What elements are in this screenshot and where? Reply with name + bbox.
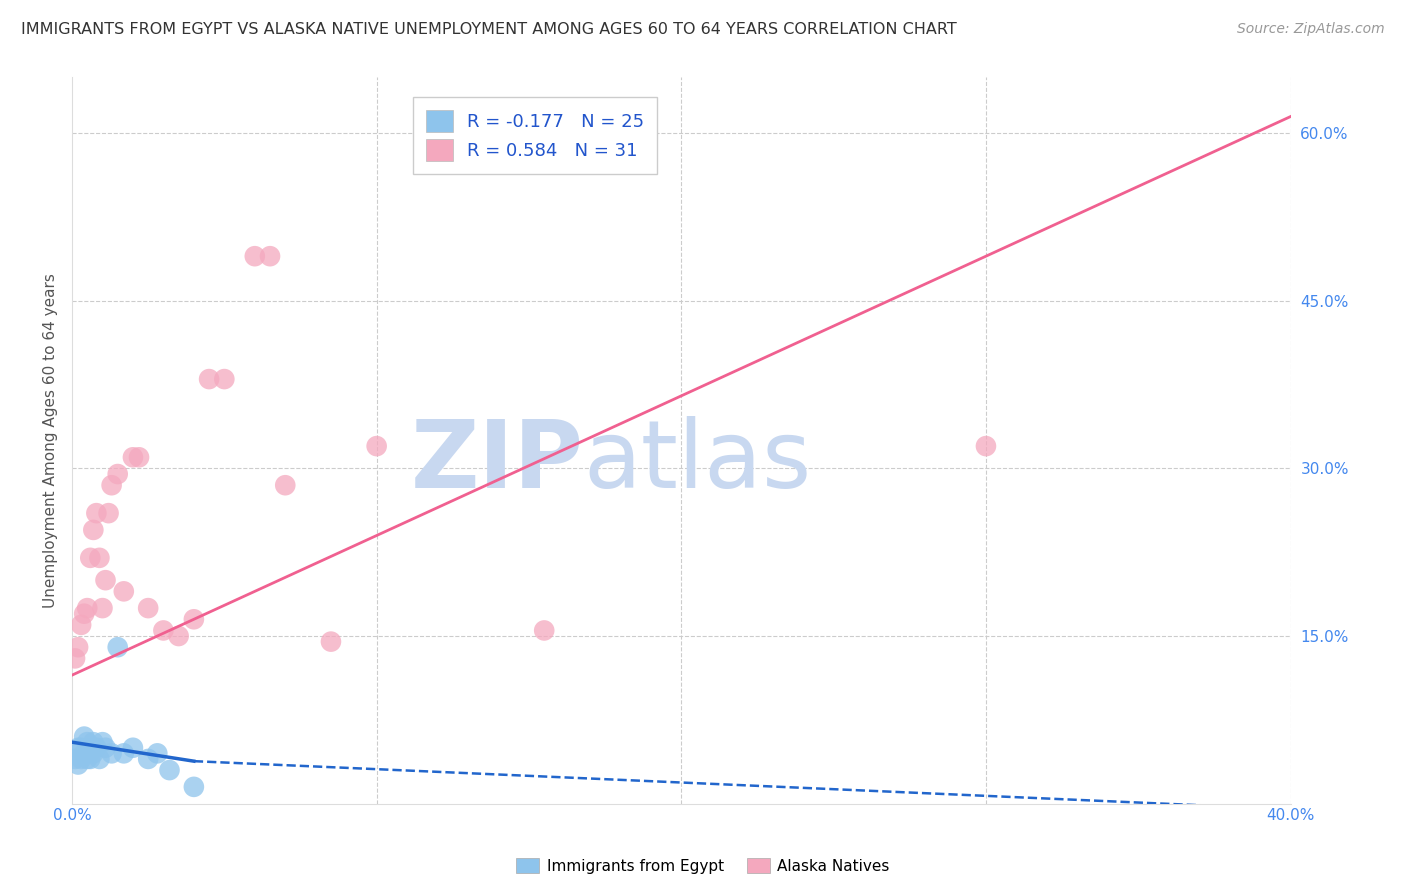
Y-axis label: Unemployment Among Ages 60 to 64 years: Unemployment Among Ages 60 to 64 years [44, 273, 58, 608]
Point [73, 607, 96, 621]
Point [70, 618, 93, 632]
Point [70, 752, 93, 766]
Point [79, 550, 101, 565]
Point [79, 740, 101, 755]
Legend: R = -0.177   N = 25, R = 0.584   N = 31: R = -0.177 N = 25, R = 0.584 N = 31 [413, 97, 657, 174]
Point [86, 740, 108, 755]
Point [112, 584, 135, 599]
Point [214, 372, 236, 386]
Point [97, 506, 120, 520]
Point [89, 752, 111, 766]
Point [76, 601, 98, 615]
Text: Source: ZipAtlas.com: Source: ZipAtlas.com [1237, 22, 1385, 37]
Point [183, 612, 205, 626]
Point [533, 624, 555, 638]
Point [82, 747, 104, 761]
Point [136, 601, 159, 615]
Point [107, 467, 129, 481]
Point [107, 640, 129, 655]
Point [73, 747, 96, 761]
Point [243, 249, 266, 263]
Point [82, 735, 104, 749]
Point [457, 126, 479, 140]
Point [67, 757, 90, 772]
Point [63, 651, 86, 665]
Point [76, 752, 98, 766]
Text: IMMIGRANTS FROM EGYPT VS ALASKA NATIVE UNEMPLOYMENT AMONG AGES 60 TO 64 YEARS CO: IMMIGRANTS FROM EGYPT VS ALASKA NATIVE U… [21, 22, 957, 37]
Point [70, 740, 93, 755]
Point [159, 763, 181, 777]
Point [183, 780, 205, 794]
Point [122, 450, 145, 465]
Legend: Immigrants from Egypt, Alaska Natives: Immigrants from Egypt, Alaska Natives [510, 852, 896, 880]
Point [146, 747, 169, 761]
Point [91, 735, 114, 749]
Point [67, 740, 90, 755]
Point [128, 450, 150, 465]
Point [100, 478, 122, 492]
Point [122, 740, 145, 755]
Point [259, 249, 281, 263]
Point [974, 439, 997, 453]
Point [76, 735, 98, 749]
Point [82, 523, 104, 537]
Point [100, 747, 122, 761]
Point [63, 752, 86, 766]
Point [167, 629, 190, 643]
Point [94, 740, 117, 755]
Point [94, 573, 117, 587]
Point [152, 624, 174, 638]
Point [86, 506, 108, 520]
Point [274, 478, 297, 492]
Point [198, 372, 221, 386]
Point [366, 439, 388, 453]
Point [136, 752, 159, 766]
Point [91, 601, 114, 615]
Text: atlas: atlas [583, 417, 813, 508]
Point [112, 747, 135, 761]
Point [73, 730, 96, 744]
Text: ZIP: ZIP [411, 417, 583, 508]
Point [79, 752, 101, 766]
Point [319, 634, 342, 648]
Point [89, 550, 111, 565]
Point [67, 640, 90, 655]
